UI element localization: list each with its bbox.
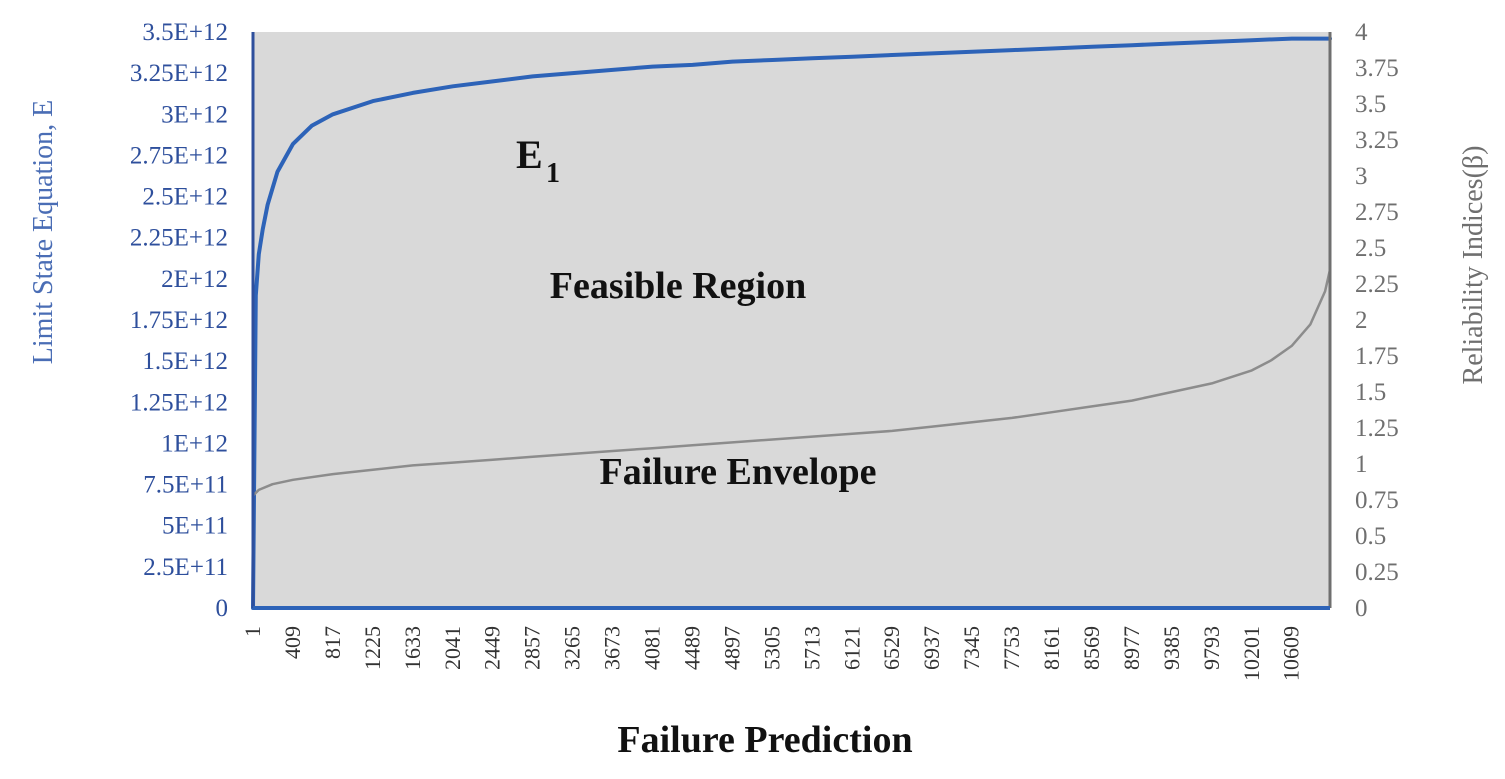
y-right-tick-label: 0.5 [1355,523,1386,550]
y-right-tick-label: 0.75 [1355,487,1399,514]
y-left-tick-label: 2.5E+12 [142,184,228,211]
x-tick-label: 3265 [560,626,585,670]
y-right-tick-label: 4 [1355,19,1368,46]
x-tick-label: 2041 [440,626,465,670]
x-tick-label: 6529 [879,626,904,670]
y-right-tick-label: 1.25 [1355,415,1399,442]
y-left-tick-label: 1.5E+12 [142,348,228,375]
y-left-tick-label: 2E+12 [161,266,228,293]
y-right-tick-label: 2.5 [1355,235,1386,262]
y-left-tick-label: 1E+12 [161,430,228,457]
x-tick-label: 4081 [640,626,665,670]
y-left-tick-label: 3E+12 [161,101,228,128]
y-right-tick-label: 1 [1355,451,1368,478]
y-right-tick-label: 2.75 [1355,199,1399,226]
plot-area [253,32,1330,608]
series-line-e1 [251,36,1332,610]
y-right-tick-label: 3.75 [1355,55,1399,82]
y-left-tick-label: 3.25E+12 [130,60,228,87]
y-left-tick-label: 2.5E+11 [143,554,228,581]
y-right-tick-label: 1.75 [1355,343,1399,370]
x-tick-label: 8569 [1079,626,1104,670]
x-tick-label: 1225 [360,626,385,670]
x-tick-label: 4897 [719,626,744,670]
x-tick-label: 8977 [1119,626,1144,670]
y-right-tick-label: 1.5 [1355,379,1386,406]
x-tick-label: 1 [240,626,265,637]
y-left-tick-label: 5E+11 [162,513,228,540]
x-tick-label: 7345 [959,626,984,670]
x-tick-label: 9385 [1159,626,1184,670]
x-tick-label: 10609 [1279,626,1304,681]
x-axis-label: Failure Prediction [617,719,912,761]
x-tick-label: 409 [280,626,305,659]
x-tick-label: 6937 [919,626,944,670]
y-left-tick-label: 7.5E+11 [143,472,228,499]
series-group [251,36,1332,610]
x-tick-label: 5305 [759,626,784,670]
x-tick-label: 2449 [480,626,505,670]
y-axis-left-label: Limit State Equation, E [28,100,59,364]
y-right-tick-label: 3 [1355,163,1368,190]
x-tick-label: 7753 [999,626,1024,670]
x-tick-label: 4489 [680,626,705,670]
x-tick-label: 8161 [1039,626,1064,670]
y-left-tick-label: 1.25E+12 [130,389,228,416]
annotation-feasible-region: Feasible Region [550,265,806,307]
y-left-tick-label: 2.25E+12 [130,225,228,252]
series-line-beta [251,268,1332,497]
x-tick-label: 6121 [839,626,864,670]
tick-labels: 0 2.5E+11 5E+11 7.5E+11 1E+12 1.25E+12 1.5E+12… [130,19,1399,681]
y-right-tick-label: 0 [1355,595,1368,622]
x-tick-label: 1633 [400,626,425,670]
y-right-tick-label: 0.25 [1355,559,1399,586]
y-left-tick-label: 3.5E+12 [142,19,228,46]
x-tick-label: 10201 [1239,626,1264,681]
x-tick-label: 9793 [1199,626,1224,670]
x-tick-label: 817 [320,626,345,659]
y-right-tick-label: 2 [1355,307,1368,334]
y-axis-right-label: Reliability Indices(β) [1458,146,1489,385]
annotation-failure-envelope: Failure Envelope [600,451,877,493]
x-tick-label: 3673 [600,626,625,670]
y-left-tick-label: 0 [216,595,229,622]
y-left-tick-label: 2.75E+12 [130,142,228,169]
annotation-e1: E [516,132,543,177]
y-right-tick-label: 3.25 [1355,127,1399,154]
annotation-e1-subscript: 1 [546,158,560,189]
x-tick-label: 2857 [520,626,545,670]
y-left-tick-label: 1.75E+12 [130,307,228,334]
y-right-tick-label: 2.25 [1355,271,1399,298]
y-right-tick-label: 3.5 [1355,91,1386,118]
x-tick-label: 5713 [799,626,824,670]
